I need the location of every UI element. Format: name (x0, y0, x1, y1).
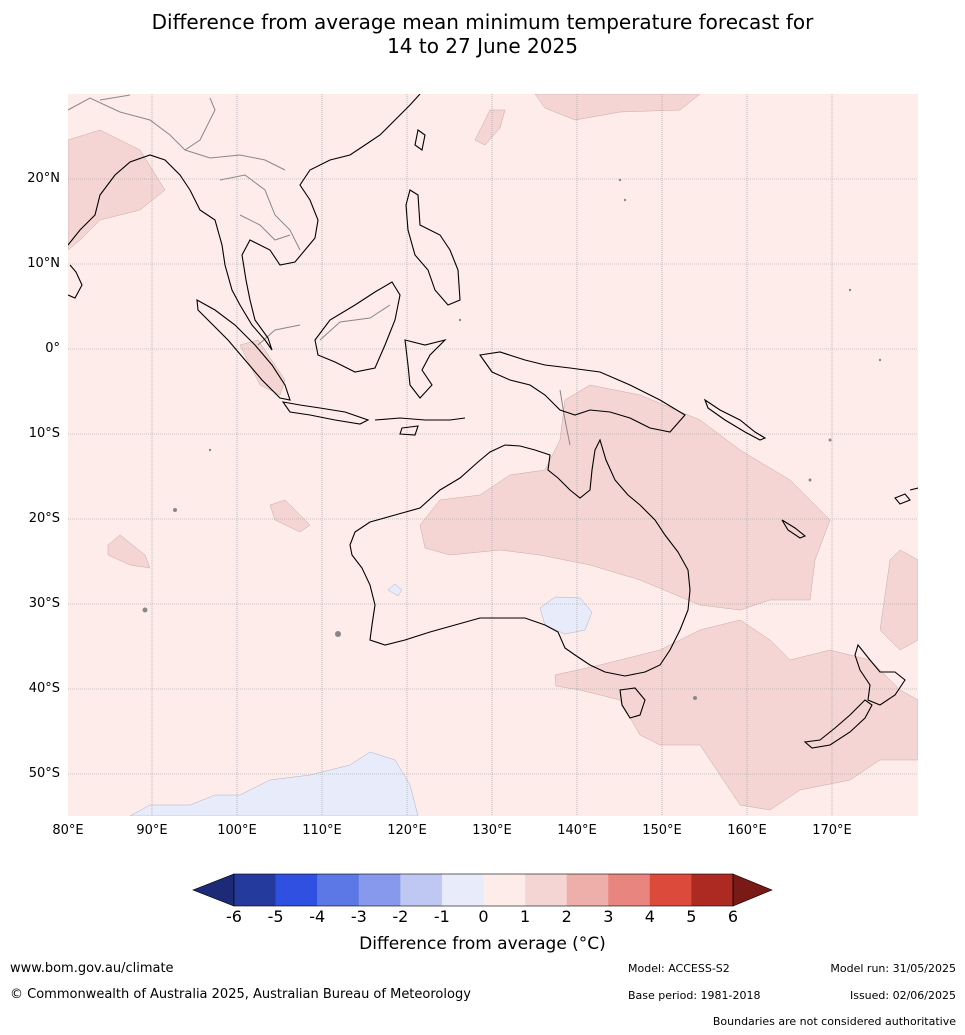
anomaly-region-1-2-west-pacific (474, 109, 506, 146)
colorbar-high-extend (732, 873, 773, 907)
anomaly-region-1-2-north-pacific (534, 94, 701, 121)
colorbar-cell (275, 874, 318, 906)
lat-label-0: 0° (45, 341, 60, 356)
anomaly-region-1-2-indian-ocean-b (107, 534, 151, 569)
lon-label-90e: 90°E (136, 823, 168, 838)
lat-label-10n: 10°N (27, 256, 60, 271)
anomaly-region-1-2-arabian-sea (68, 129, 166, 251)
coast-lesser-sunda (374, 417, 466, 421)
footer-base-period: Base period: 1981-2018 (628, 989, 761, 1002)
colorbar-tick-label: -4 (309, 907, 326, 926)
title-line-1: Difference from average mean minimum tem… (151, 10, 814, 34)
footer-disclaimer: Boundaries are not considered authoritat… (712, 1015, 956, 1028)
lat-label-50s: 50°S (28, 766, 60, 781)
lon-label-170e: 170°E (812, 823, 852, 838)
coastlines (68, 94, 918, 749)
lat-label-30s: 30°S (28, 596, 60, 611)
colorbar-tick-label: -3 (350, 907, 367, 926)
map-area (68, 94, 918, 816)
coast-new-guinea (479, 351, 686, 433)
colorbar-outline (233, 873, 734, 907)
coast-sumatra (196, 299, 291, 401)
colorbar-tick-label: -1 (433, 907, 450, 926)
colorbar-cell (441, 874, 484, 906)
coast-indochina (189, 94, 421, 351)
colorbar-low-extend (192, 873, 235, 907)
anomaly-region-neg-wa (387, 583, 403, 597)
lon-label-160e: 160°E (727, 823, 767, 838)
coast-india (68, 154, 191, 246)
colorbar-tick-label: 2 (561, 907, 572, 926)
colorbar-tick-label: -6 (226, 907, 242, 926)
anomaly-region-neg-southern-ocean (129, 751, 419, 816)
anomaly-region-1-2-tasman (554, 619, 918, 811)
colorbar-tick-label: 6 (727, 907, 739, 926)
graticule (68, 94, 918, 816)
footer-copyright: © Commonwealth of Australia 2025, Austra… (10, 987, 471, 1002)
lon-label-130e: 130°E (472, 823, 512, 838)
colorbar-cell (691, 874, 734, 906)
footer-issued: Issued: 02/06/2025 (849, 989, 956, 1002)
colorbar-cell (483, 874, 526, 906)
colorbar-tick-label: -5 (267, 907, 284, 926)
coast-australia (349, 438, 691, 677)
anomaly-region-1-2-indian-ocean-a (269, 499, 311, 533)
colorbar-cell (608, 874, 651, 906)
anomaly-region-1-2-east (879, 549, 918, 651)
colorbar-tick-label: 1 (520, 907, 531, 926)
anomaly-region-1-2-australia (419, 384, 831, 611)
coast-philippines (405, 189, 461, 306)
colorbar-tick-label: 4 (644, 907, 655, 926)
lon-label-100e: 100°E (217, 823, 257, 838)
footer-website[interactable]: www.bom.gov.au/climate (10, 961, 174, 976)
lat-label-20s: 20°S (28, 511, 60, 526)
colorbar-cell (317, 874, 360, 906)
lat-label-20n: 20°N (27, 171, 60, 186)
lon-label-150e: 150°E (642, 823, 682, 838)
coast-tasmania (619, 687, 646, 719)
colorbar-cell (525, 874, 567, 906)
title-line-2: 14 to 27 June 2025 (387, 34, 578, 58)
colorbar-cell (566, 874, 609, 906)
anomaly-region-1-2-sumatra (239, 339, 286, 396)
coast-taiwan (414, 129, 426, 151)
coast-sri-lanka (68, 264, 83, 299)
country-borders (68, 94, 571, 446)
small-islands (142, 178, 882, 700)
footer-model-run: Model run: 31/05/2025 (830, 962, 956, 975)
colorbar-cell (358, 874, 401, 906)
coast-new-zealand-south (803, 699, 873, 749)
map-title: Difference from average mean minimum tem… (0, 10, 965, 58)
coast-borneo (314, 281, 401, 373)
colorbar-tick-label: -2 (392, 907, 409, 926)
colorbar-title: Difference from average (°C) (359, 934, 606, 954)
coast-java (281, 401, 370, 425)
lon-label-140e: 140°E (557, 823, 597, 838)
colorbar-tick-label: 3 (603, 907, 614, 926)
lon-label-120e: 120°E (387, 823, 427, 838)
lon-label-80e: 80°E (52, 823, 84, 838)
coast-new-zealand-north (854, 643, 906, 706)
lat-label-40s: 40°S (28, 681, 60, 696)
coast-sulawesi (404, 338, 447, 399)
colorbar-cell (400, 874, 443, 906)
colorbar-cells (234, 874, 734, 906)
lat-label-10s: 10°S (28, 426, 60, 441)
colorbar-cell (649, 874, 692, 906)
colorbar-cell (234, 874, 276, 906)
footer-model: Model: ACCESS-S2 (628, 962, 730, 975)
colorbar-tick-label: 0 (478, 907, 489, 926)
colorbar (192, 873, 773, 907)
lon-label-110e: 110°E (302, 823, 342, 838)
colorbar-tick-label: 5 (686, 907, 697, 926)
